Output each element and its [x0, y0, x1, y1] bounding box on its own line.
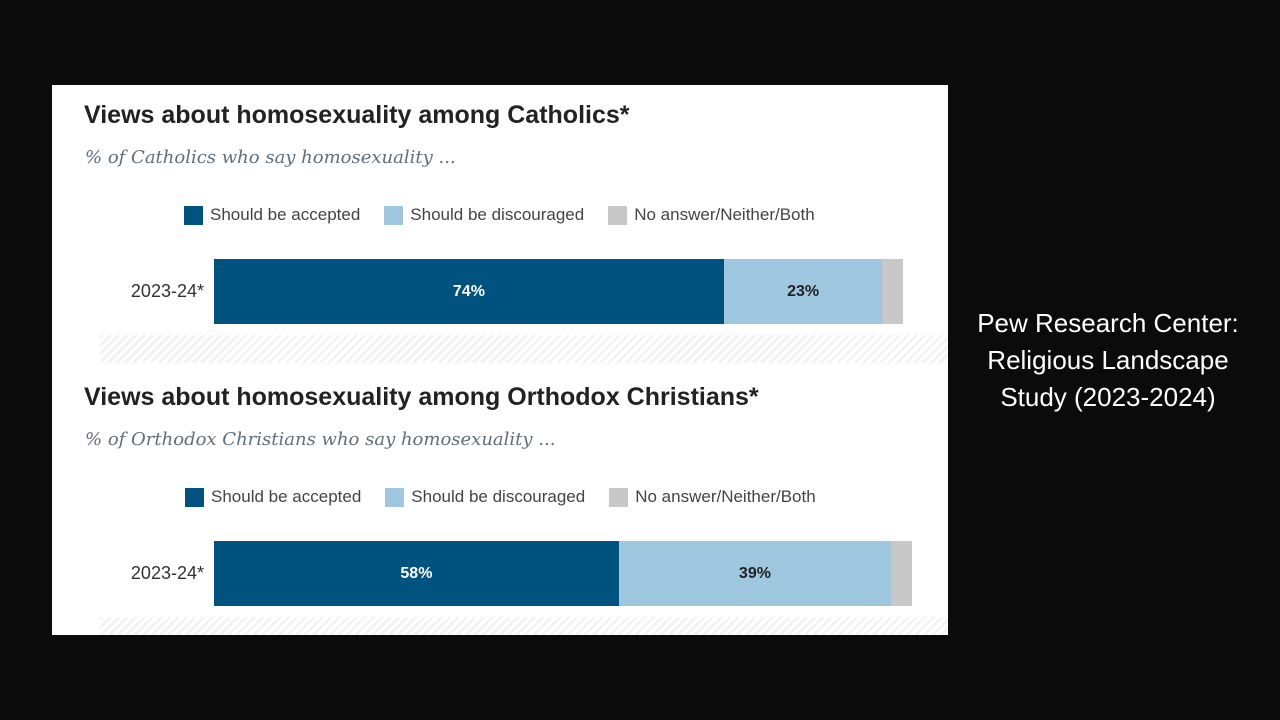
chart-subtitle: % of Orthodox Christians who say homosex… — [85, 429, 556, 450]
legend-label-neither: No answer/Neither/Both — [635, 487, 816, 506]
hatch-divider — [100, 617, 948, 635]
bar-segment-discouraged — [618, 541, 892, 606]
chart-title: Views about homosexuality among Catholic… — [84, 101, 630, 129]
chart-title: Views about homosexuality among Orthodox… — [84, 383, 759, 411]
bar-segment-neither — [891, 541, 912, 606]
data-label: 74% — [452, 283, 485, 300]
stacked-bar: 58% 39% — [214, 541, 912, 606]
legend-label-neither: No answer/Neither/Both — [634, 205, 815, 224]
bar-segment-neither — [882, 259, 903, 324]
data-label: 39% — [738, 565, 771, 582]
row-label: 2023-24* — [130, 563, 204, 583]
chart-panel: Views about homosexuality among Catholic… — [52, 85, 948, 635]
legend-label-discouraged: Should be discouraged — [411, 487, 586, 506]
legend-label-discouraged: Should be discouraged — [410, 205, 585, 224]
row-label: 2023-24* — [130, 281, 204, 301]
chart-subtitle: % of Catholics who say homosexuality ... — [85, 147, 456, 168]
source-caption-line: Religious Landscape — [987, 345, 1229, 375]
legend-item-accepted: Should be accepted — [184, 205, 360, 225]
legend-item-discouraged: Should be discouraged — [384, 205, 584, 225]
legend-swatch-neither — [608, 205, 628, 225]
legend-item-discouraged: Should be discouraged — [385, 487, 585, 507]
data-label: 23% — [787, 283, 820, 300]
legend-swatch-accepted — [184, 205, 203, 225]
legend-label-accepted: Should be accepted — [210, 205, 361, 224]
legend-swatch-discouraged — [384, 205, 404, 225]
legend: Should be accepted Should be discouraged… — [185, 486, 816, 508]
source-caption-line: Pew Research Center: — [977, 308, 1239, 338]
bar-segment-accepted — [214, 259, 724, 324]
legend-item-neither: No answer/Neither/Both — [609, 487, 816, 507]
source-caption: Pew Research Center: Religious Landscape… — [958, 305, 1258, 416]
hatch-divider — [100, 335, 948, 363]
legend-item-neither: No answer/Neither/Both — [608, 205, 815, 225]
source-caption-line: Study (2023-2024) — [1000, 382, 1216, 412]
legend-swatch-neither — [609, 487, 629, 507]
bar-segment-discouraged — [723, 259, 883, 324]
legend-swatch-discouraged — [385, 487, 405, 507]
legend: Should be accepted Should be discouraged… — [184, 204, 815, 226]
legend-item-accepted: Should be accepted — [185, 487, 361, 507]
legend-label-accepted: Should be accepted — [211, 487, 362, 506]
stacked-bar: 74% 23% — [214, 259, 903, 324]
data-label: 58% — [400, 565, 433, 582]
legend-swatch-accepted — [185, 487, 204, 507]
bar-segment-accepted — [214, 541, 619, 606]
